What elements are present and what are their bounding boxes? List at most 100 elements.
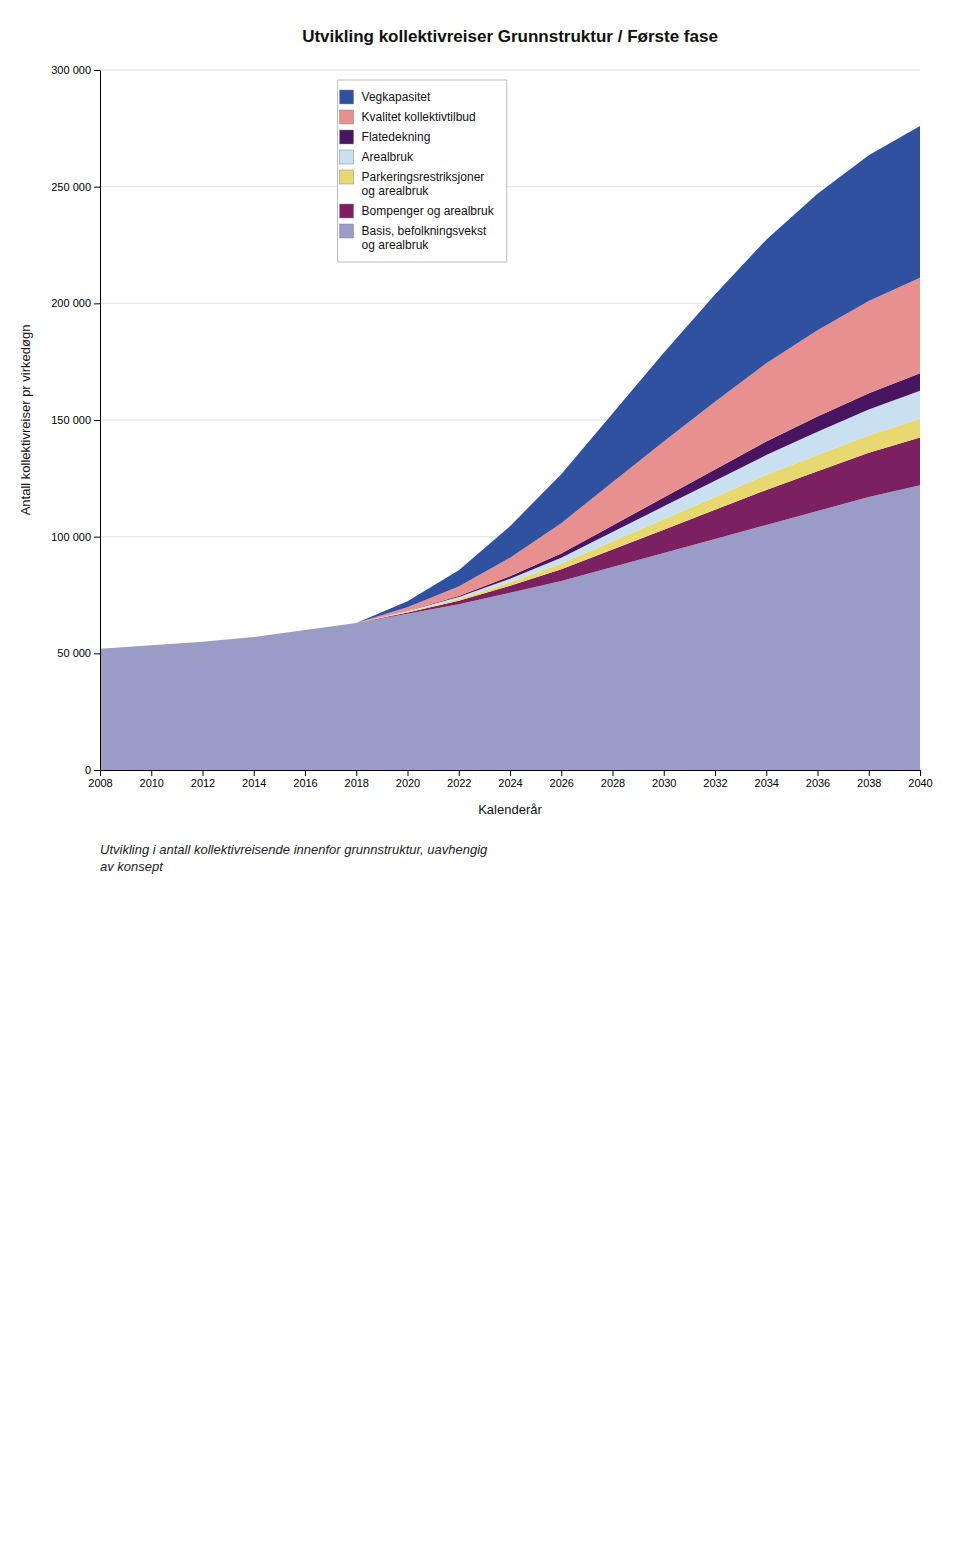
tick-mark [94, 70, 100, 71]
tick-label: 2040 [908, 777, 932, 789]
tick-mark [869, 770, 870, 776]
tick-mark [94, 653, 100, 654]
chart: 2008201020122014201620182020202220242026… [51, 64, 933, 789]
legend-swatch [340, 204, 354, 218]
tick: 2018 [345, 770, 369, 789]
legend-item: Bompenger og arealbruk [340, 204, 495, 218]
tick: 200 000 [51, 297, 100, 309]
tick-label: 2030 [652, 777, 676, 789]
tick: 2028 [601, 770, 625, 789]
tick: 2010 [140, 770, 164, 789]
tick-mark [766, 770, 767, 776]
legend-item: Kvalitet kollektivtilbud [340, 110, 476, 124]
tick-mark [94, 420, 100, 421]
legend-label: Arealbruk [362, 150, 414, 164]
tick-mark [94, 770, 100, 771]
tick-mark [94, 537, 100, 538]
tick-mark [664, 770, 665, 776]
legend-label: Flatedekning [362, 130, 431, 144]
tick-label: 2018 [345, 777, 369, 789]
legend-label: Kvalitet kollektivtilbud [362, 110, 476, 124]
text-line: og arealbruk [362, 184, 430, 198]
tick-label: 0 [85, 764, 91, 776]
tick-label: 2032 [703, 777, 727, 789]
tick-mark [510, 770, 511, 776]
tick-mark [94, 187, 100, 188]
legend-swatch [340, 130, 354, 144]
tick-label: 100 000 [51, 531, 91, 543]
tick-mark [94, 303, 100, 304]
text-line: og arealbruk [362, 238, 430, 252]
tick-label: 2016 [293, 777, 317, 789]
tick: 2008 [88, 770, 112, 789]
tick-label: 2012 [191, 777, 215, 789]
tick-mark [356, 770, 357, 776]
tick-label: 200 000 [51, 297, 91, 309]
legend-item: Parkeringsrestriksjonerog arealbruk [340, 170, 485, 198]
tick-mark [151, 770, 152, 776]
tick-mark [305, 770, 306, 776]
text-line: Parkeringsrestriksjoner [362, 170, 485, 184]
tick: 2036 [806, 770, 830, 789]
axis-line [101, 771, 921, 777]
tick-label: 2008 [88, 777, 112, 789]
tick-label: 2010 [140, 777, 164, 789]
legend-label: Vegkapasitet [362, 90, 431, 104]
tick-label: 150 000 [51, 414, 91, 426]
tick: 2020 [396, 770, 420, 789]
legend-item: Basis, befolkningsvekstog arealbruk [340, 224, 487, 252]
tick-label: 2038 [857, 777, 881, 789]
tick: 2034 [755, 770, 779, 789]
tick-mark [459, 770, 460, 776]
tick: 100 000 [51, 531, 100, 543]
legend-label: Bompenger og arealbruk [362, 204, 495, 218]
legend-item: Vegkapasitet [340, 90, 431, 104]
y-axis: 0 50 000 100 000 150 000 200 000 250 000 300 0… [51, 64, 100, 776]
axis-line [94, 71, 101, 771]
chart-note: Utvikling i antall kollektivreisende inn… [100, 842, 488, 874]
text-line: Basis, befolkningsvekst [362, 224, 487, 238]
tick-label: 2020 [396, 777, 420, 789]
tick: 2040 [908, 770, 932, 789]
legend-label: Parkeringsrestriksjonerog arealbruk [362, 170, 485, 198]
plot-marks [100, 126, 920, 770]
x-axis-label: Kalenderår [478, 802, 542, 817]
legend: Vegkapasitet Kvalitet kollektivtilbud Flat… [338, 80, 507, 262]
tick-mark [203, 770, 204, 776]
tick-label: 2036 [806, 777, 830, 789]
y-axis-label: Antall kollektivreiser pr virkedøgn [18, 325, 33, 516]
chart-title: Utvikling kollektivreiser Grunnstruktur … [302, 27, 718, 46]
tick: 50 000 [57, 647, 100, 659]
legend-item: Arealbruk [340, 150, 414, 164]
grid [100, 70, 920, 770]
tick: 2026 [550, 770, 574, 789]
tick: 2014 [242, 770, 266, 789]
text-line: Flatedekning [362, 130, 431, 144]
tick: 2032 [703, 770, 727, 789]
tick-mark [920, 770, 921, 776]
grid-line [100, 186, 920, 187]
tick-mark [561, 770, 562, 776]
text-line: av konsept [100, 859, 164, 874]
tick-label: 300 000 [51, 64, 91, 76]
tick-label: 50 000 [57, 647, 91, 659]
tick: 2038 [857, 770, 881, 789]
tick-mark [818, 770, 819, 776]
tick: 2016 [293, 770, 317, 789]
tick-label: 2034 [755, 777, 779, 789]
grid-line [100, 70, 920, 71]
tick-label: 2028 [601, 777, 625, 789]
tick-label: 250 000 [51, 181, 91, 193]
tick: 2012 [191, 770, 215, 789]
legend-item: Flatedekning [340, 130, 431, 144]
legend-label: Basis, befolkningsvekstog arealbruk [362, 224, 487, 252]
tick: 150 000 [51, 414, 100, 426]
tick: 300 000 [51, 64, 100, 76]
area-series [100, 126, 920, 649]
legend-swatch [340, 90, 354, 104]
tick-label: 2024 [498, 777, 522, 789]
legend-box [338, 80, 507, 262]
x-axis: 2008201020122014201620182020202220242026… [88, 770, 932, 789]
tick: 2024 [498, 770, 522, 789]
tick-mark [254, 770, 255, 776]
